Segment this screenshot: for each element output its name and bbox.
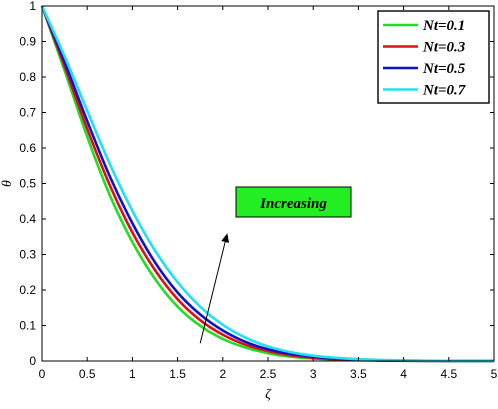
x-tick-label: 5: [491, 367, 498, 381]
x-tick-label: 0: [39, 367, 46, 381]
x-tick-label: 1: [129, 367, 136, 381]
legend-label: Nt=0.5: [422, 61, 466, 77]
x-tick-label: 1.5: [169, 367, 186, 381]
y-tick-label: 0.4: [19, 212, 36, 226]
legend-box: [377, 10, 490, 104]
y-tick-label: 0.5: [19, 177, 36, 191]
x-tick-label: 2: [219, 367, 226, 381]
x-tick-label: 3: [310, 367, 317, 381]
annotation-label: Increasing: [259, 196, 327, 212]
x-tick-label: 3.5: [350, 367, 367, 381]
y-tick-label: 0.9: [19, 35, 36, 49]
y-tick-label: 0: [29, 354, 36, 368]
annotation-arrow-head: [221, 233, 230, 243]
y-axis-label: θ: [0, 180, 15, 187]
increasing-annotation: Increasing: [199, 186, 352, 344]
y-tick-label: 0.2: [19, 283, 36, 297]
y-tick-label: 0.1: [19, 319, 36, 333]
y-tick-label: 1: [29, 0, 36, 13]
y-axis-ticks: 0 0.1 0.2 0.3 0.4 0.5 0.6 0.7 0.8 0.9 1: [19, 0, 494, 368]
legend: Nt=0.1 Nt=0.3 Nt=0.5 Nt=0.7: [377, 10, 490, 104]
x-tick-label: 0.5: [79, 367, 96, 381]
y-tick-label: 0.3: [19, 248, 36, 262]
annotation-arrow-shaft: [199, 241, 226, 344]
annotation-box: [235, 186, 352, 218]
legend-label: Nt=0.3: [422, 40, 466, 56]
x-axis-ticks: 0 0.5 1 1.5 2 2.5 3 3.5 4 4.5 5: [39, 6, 498, 381]
legend-label: Nt=0.7: [422, 83, 466, 99]
x-axis-label: ζ: [265, 387, 272, 402]
legend-label: Nt=0.1: [422, 18, 465, 34]
x-tick-label: 2.5: [260, 367, 277, 381]
y-tick-label: 0.8: [19, 70, 36, 84]
y-tick-label: 0.6: [19, 141, 36, 155]
x-tick-label: 4: [400, 367, 407, 381]
x-tick-label: 4.5: [440, 367, 457, 381]
y-tick-label: 0.7: [19, 106, 36, 120]
